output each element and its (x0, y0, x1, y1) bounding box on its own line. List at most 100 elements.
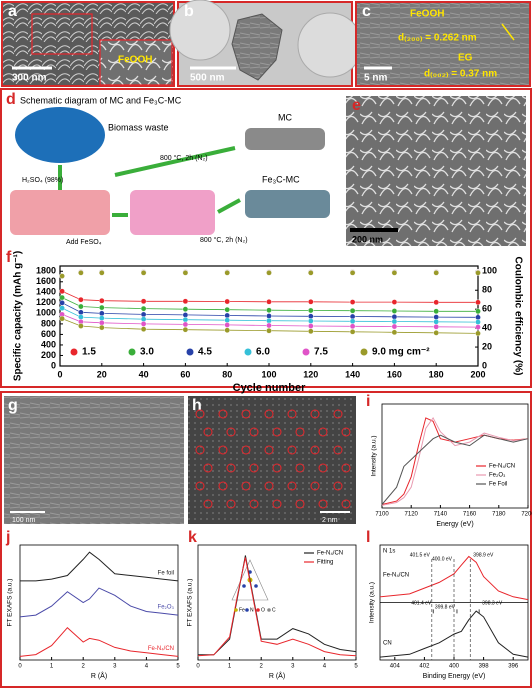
inset-legend-dot (256, 608, 260, 612)
marker (475, 299, 481, 306)
atom-highlight (249, 499, 259, 509)
x-tick-label: 7120 (405, 512, 419, 518)
y-axis-label: Intensity (a.u.) (371, 435, 378, 476)
schematic-title: Schematic diagram of MC and Fe₃C-MC (20, 95, 182, 105)
x-tick-label: 398 (479, 664, 490, 670)
label: 800 °C, 2h (N₂) (160, 154, 208, 162)
marker (59, 300, 65, 306)
atom-highlight (218, 409, 228, 419)
x-tick-label: 7200 (521, 512, 532, 518)
marker (78, 309, 84, 316)
marker (140, 305, 147, 312)
y2-tick-label: 100 (482, 266, 497, 276)
series-line (61, 314, 479, 328)
annotation: N 1s (383, 549, 395, 555)
marker (78, 270, 84, 276)
atom-highlight (310, 445, 320, 455)
marker (266, 270, 272, 276)
film-hole (169, 0, 231, 61)
x-tick-label: 1 (50, 664, 54, 670)
x-tick-label: 7160 (463, 512, 477, 518)
inset-legend-dot (234, 608, 238, 612)
fe3c-mc-material (245, 190, 330, 218)
atom-highlight (333, 409, 343, 419)
atom-highlight (295, 463, 305, 473)
marker (266, 298, 272, 305)
legend-label: 6.0 (256, 347, 270, 358)
marker (59, 315, 65, 322)
y-tick-label: 1800 (36, 266, 56, 276)
atom (242, 584, 246, 588)
marker (182, 316, 189, 323)
x-tick-label: 7100 (375, 512, 389, 518)
x-axis-label: Binding Energy (eV) (423, 673, 486, 680)
marker (99, 324, 105, 331)
panel-g: g 100 nm (4, 396, 184, 524)
inset-legend-label: O (261, 607, 265, 613)
atom-highlight (272, 463, 282, 473)
atom-highlight (318, 499, 328, 509)
marker (182, 270, 189, 276)
legend-label: 3.0 (140, 347, 154, 358)
marker (475, 324, 481, 330)
carbon-sheet (10, 190, 110, 235)
series-line (61, 318, 479, 334)
marker (59, 305, 65, 311)
marker (99, 320, 105, 326)
marker (475, 319, 481, 325)
x-tick-label: 20 (97, 369, 107, 379)
x-tick-label: 140 (345, 369, 360, 379)
annotation: FeOOH (118, 55, 152, 66)
panel-c: c FeOOH d₍₂₀₀₎ = 0.262 nm EG d₍₀₀₂₎ = 0.… (355, 1, 531, 87)
marker (224, 298, 230, 305)
atom-highlight (226, 427, 236, 437)
image-g (4, 396, 184, 524)
marker (391, 270, 398, 276)
legend-label: Fe₂O₃ (489, 473, 506, 479)
marker (224, 327, 230, 334)
marker (266, 307, 272, 314)
panel-e: e 200 nm (346, 96, 526, 246)
series-line (381, 416, 529, 506)
marker (349, 323, 356, 330)
series-line (19, 626, 179, 657)
marker (391, 308, 398, 314)
series-label: CN (383, 641, 392, 647)
y-axis-label: FT EXAFS (a.u.) (187, 579, 194, 627)
atom-highlight (226, 463, 236, 473)
atom-highlight (287, 409, 297, 419)
atom-highlight (195, 481, 205, 491)
y-axis-label: FT EXAFS (a.u.) (7, 579, 14, 627)
marker (433, 330, 440, 336)
series-line (198, 555, 357, 656)
y-axis-label: Intensity (a.u.) (369, 582, 376, 623)
y-axis-label: Specific capacity (mAh g⁻¹) (13, 251, 24, 381)
legend-marker (128, 348, 136, 356)
scale-label: 300 nm (12, 73, 47, 84)
inset-legend-label: N (250, 607, 254, 613)
marker (266, 317, 272, 324)
annotation: FeOOH (410, 9, 444, 20)
marker (182, 298, 189, 305)
panel-label: k (188, 529, 197, 546)
panel-label: i (366, 393, 370, 410)
peak-label: 398.9 eV (473, 552, 494, 558)
marker (433, 323, 440, 330)
marker (59, 288, 65, 295)
series-line (61, 290, 478, 303)
marker (140, 298, 147, 305)
panel-label: h (192, 397, 202, 414)
marker (307, 270, 314, 276)
legend-label: Fe-N₄/CN (489, 464, 515, 470)
marker (78, 296, 84, 303)
plot-frame (197, 544, 357, 661)
marker (224, 312, 230, 319)
marker (349, 328, 356, 335)
atom-highlight (333, 481, 343, 491)
x-tick-label: 5 (354, 664, 358, 670)
inset-legend-label: C (272, 607, 276, 613)
y2-tick-label: 60 (482, 304, 492, 314)
x-tick-label: 1 (228, 664, 232, 670)
series-line (197, 557, 357, 657)
film-hole (297, 12, 363, 78)
